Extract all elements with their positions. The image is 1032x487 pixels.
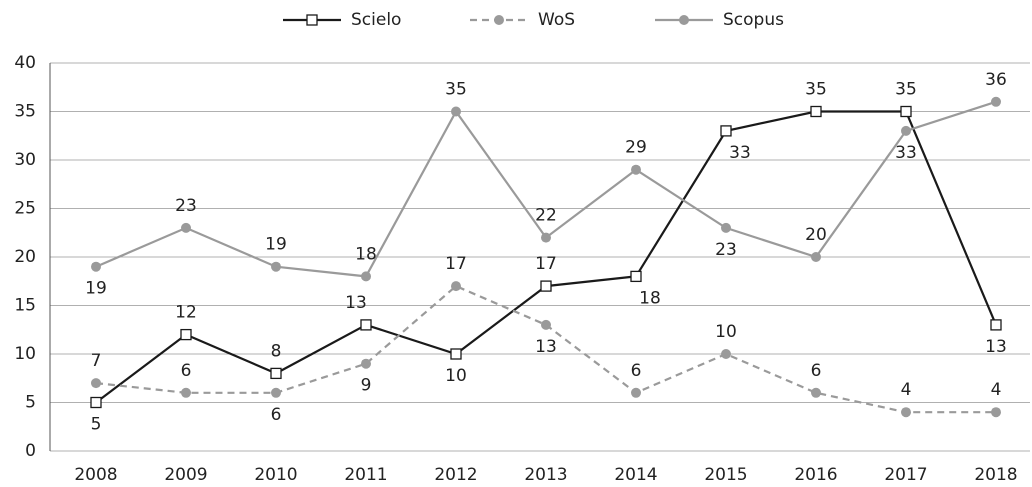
data-label: 19 [265,235,287,255]
legend-label: WoS [538,10,575,30]
x-tick-label: 2008 [74,465,117,485]
legend-label: Scielo [351,10,401,30]
marker [811,387,821,398]
data-label: 13 [985,337,1007,357]
data-label: 9 [361,376,372,396]
marker [91,378,101,389]
data-label: 5 [91,415,102,435]
data-label: 23 [175,196,197,216]
data-label: 33 [729,143,751,163]
marker [900,105,912,118]
y-tick-label: 15 [14,296,36,316]
x-tick-label: 2011 [344,465,387,485]
data-label: 17 [535,254,557,274]
data-label: 33 [895,143,917,163]
marker [990,319,1002,331]
marker [721,349,731,359]
x-tick-label: 2014 [614,465,657,485]
marker [720,125,732,137]
data-label: 17 [445,254,467,274]
x-tick-label: 2009 [164,465,207,485]
marker [271,261,281,272]
series-line [95,100,997,278]
data-label: 22 [535,206,557,226]
data-label: 10 [715,322,737,342]
marker [540,280,552,292]
x-tick-label: 2016 [794,465,837,485]
data-label: 7 [91,351,102,371]
marker [270,367,282,380]
marker [901,125,911,136]
data-label: 4 [901,380,912,400]
marker [811,252,821,262]
x-tick-label: 2018 [974,465,1017,485]
data-label: 19 [85,279,107,299]
marker [361,271,371,282]
y-tick-label: 30 [14,150,36,170]
data-label: 4 [991,380,1002,400]
marker [631,387,641,398]
data-label: 20 [805,225,827,245]
x-tick-label: 2015 [704,465,747,485]
legend-label: Scopus [723,10,784,30]
series-line [95,284,996,414]
data-label: 8 [271,341,282,361]
x-tick-label: 2017 [884,465,927,485]
data-label: 13 [345,293,367,313]
marker [180,328,192,341]
data-label: 6 [631,361,642,381]
y-tick-label: 20 [14,247,36,267]
y-tick-label: 0 [25,441,36,461]
marker [360,319,372,331]
marker [450,348,462,360]
data-label: 12 [175,303,197,323]
data-label: 18 [355,244,377,264]
marker [451,281,461,292]
y-tick-label: 25 [14,199,36,219]
marker [991,407,1001,418]
marker [901,407,911,418]
marker [541,232,551,243]
data-label: 36 [985,70,1007,90]
marker [181,222,191,233]
y-tick-label: 35 [14,102,36,122]
x-tick-label: 2012 [434,465,477,485]
y-tick-label: 40 [14,53,36,73]
data-label: 10 [445,366,467,386]
marker [91,261,101,272]
marker [451,106,461,117]
legend-marker [494,15,504,25]
marker [721,222,731,233]
legend-marker [679,15,689,25]
marker [541,319,551,330]
data-label: 6 [271,405,282,425]
data-label: 18 [639,288,661,308]
data-label: 13 [535,337,557,357]
data-label: 35 [445,80,467,100]
data-label: 6 [811,361,822,381]
marker [630,270,642,283]
data-label: 6 [181,361,192,381]
y-tick-label: 10 [14,344,36,364]
marker [991,96,1001,107]
marker [90,396,102,409]
x-tick-label: 2010 [254,465,297,485]
x-tick-label: 2013 [524,465,567,485]
data-label: 35 [805,80,827,100]
y-tick-label: 5 [25,393,36,413]
marker [181,387,191,398]
marker [631,164,641,175]
marker [361,358,371,369]
data-label: 35 [895,80,917,100]
data-label: 23 [715,240,737,260]
legend-marker [306,14,318,26]
data-label: 29 [625,138,647,158]
marker [810,105,822,118]
marker [271,387,281,398]
